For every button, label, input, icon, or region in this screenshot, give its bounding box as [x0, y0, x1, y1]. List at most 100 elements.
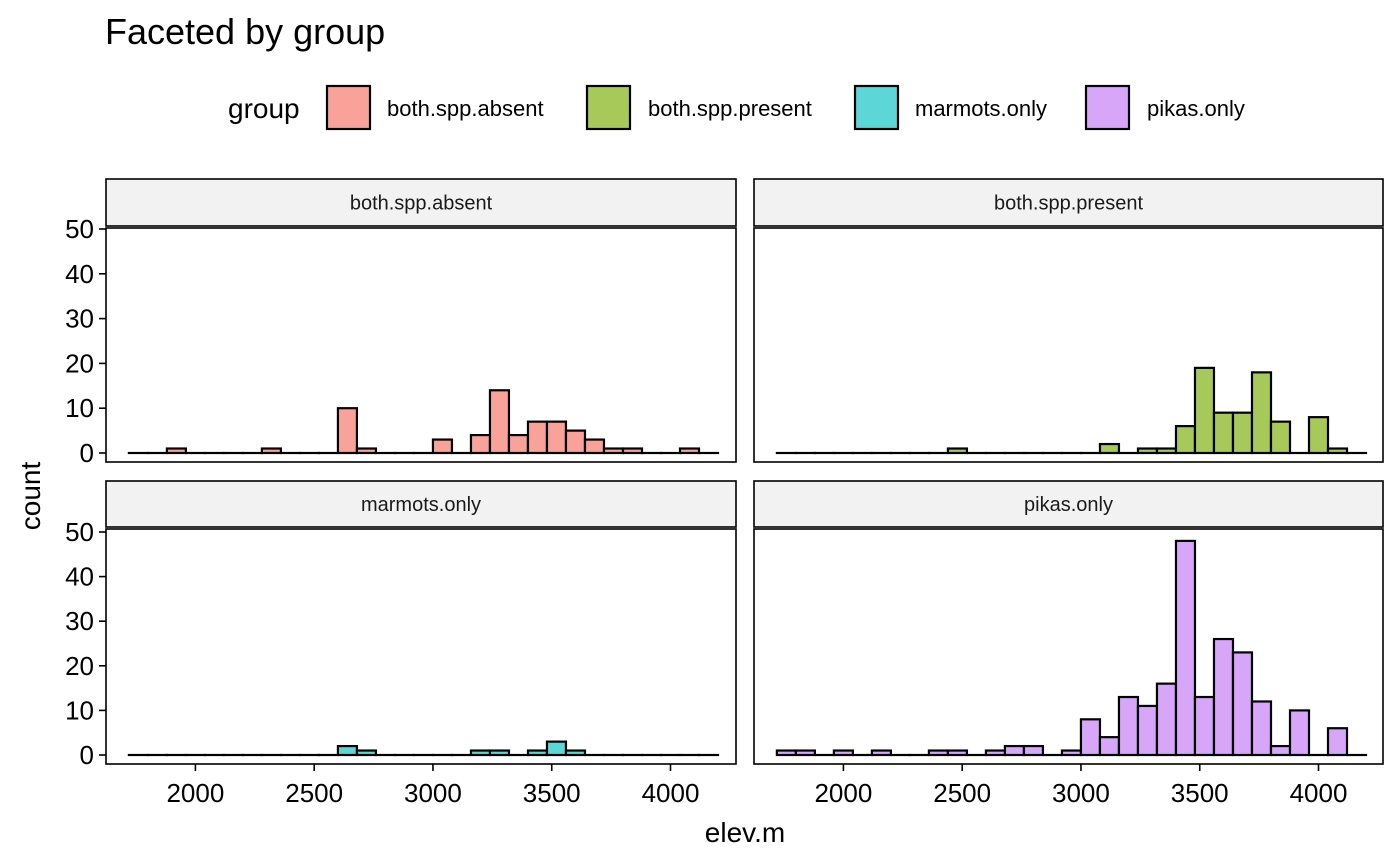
- y-tick-label: 30: [65, 606, 94, 636]
- panel-background: [106, 529, 736, 764]
- legend-label: both.spp.absent: [387, 96, 544, 121]
- histogram-bar: [1250, 700, 1273, 757]
- histogram-bar: [1250, 371, 1273, 455]
- legend-label: marmots.only: [915, 96, 1047, 121]
- histogram-bar: [1326, 447, 1349, 455]
- x-tick-label: 2500: [285, 778, 343, 808]
- histogram-bar: [545, 740, 568, 757]
- histogram-bar: [1269, 744, 1292, 757]
- histogram-bar: [1136, 447, 1159, 455]
- histogram-bar: [526, 749, 549, 757]
- histogram-bar: [260, 447, 283, 455]
- histogram-bar: [1288, 709, 1311, 757]
- histogram-bar: [545, 420, 568, 455]
- x-tick-label: 3000: [404, 778, 462, 808]
- histogram-bar: [1136, 704, 1159, 757]
- histogram-bar: [621, 447, 644, 455]
- y-tick-label: 10: [65, 393, 94, 423]
- histogram-bar: [1003, 744, 1026, 757]
- x-tick-label: 4000: [642, 778, 700, 808]
- x-axis-label: elev.m: [705, 817, 785, 848]
- legend-label: pikas.only: [1147, 96, 1245, 121]
- histogram-bar: [469, 433, 492, 455]
- facet-strip: [753, 178, 1384, 227]
- y-tick-label: 20: [65, 348, 94, 378]
- y-tick-label: 20: [65, 651, 94, 681]
- histogram-bar: [1022, 744, 1045, 757]
- histogram-bar: [564, 429, 587, 455]
- histogram-bar: [431, 438, 454, 455]
- panel-border: [105, 528, 737, 765]
- histogram-bar: [355, 749, 378, 757]
- histogram-bar: [1212, 637, 1235, 757]
- y-axis-label: count: [15, 462, 46, 531]
- histogram-bar: [1155, 447, 1178, 455]
- histogram-bar: [678, 447, 701, 455]
- y-tick-label: 10: [65, 695, 94, 725]
- legend-title: group: [228, 93, 300, 124]
- histogram-bar: [1174, 539, 1197, 757]
- histogram-bar: [1193, 366, 1216, 455]
- panel-border: [753, 528, 1384, 765]
- legend-items: both.spp.absent both.spp.present marmots.o…: [325, 84, 1245, 131]
- histogram-bar: [564, 749, 587, 757]
- y-tick-label: 30: [65, 304, 94, 334]
- histogram-bar: [927, 749, 950, 757]
- histogram-bar: [1193, 695, 1216, 757]
- x-tick-label: 2000: [166, 778, 224, 808]
- x-tick-label: 3500: [1171, 778, 1229, 808]
- histogram-bar: [775, 749, 797, 757]
- histogram-bar: [946, 749, 969, 757]
- histogram-bar: [794, 749, 816, 757]
- x-tick-label: 2500: [933, 778, 991, 808]
- facet-panels: both.spp.absent 0 10 20 30 40 50 both.spp.prese…: [65, 178, 1384, 808]
- facet-panel: pikas.only 2000 2500 3000 3500 4000: [753, 480, 1384, 808]
- histogram-bar: [1060, 749, 1083, 757]
- histogram-bar: [165, 447, 187, 455]
- legend-key: [853, 84, 900, 131]
- facet-strip-label: both.spp.present: [994, 193, 1143, 215]
- histogram-bar: [488, 389, 511, 455]
- facet-strip-label: marmots.only: [361, 494, 481, 516]
- histogram-bar: [1155, 682, 1178, 757]
- histogram-bar: [1079, 718, 1102, 757]
- histogram-bar: [984, 749, 1007, 757]
- histogram-bar: [1326, 727, 1349, 757]
- legend-key: [325, 84, 372, 131]
- histogram-bar: [469, 749, 492, 757]
- histogram-bar: [1231, 651, 1254, 757]
- y-tick-label: 0: [80, 740, 94, 770]
- x-tick-label: 2000: [814, 778, 872, 808]
- histogram-bar: [507, 433, 530, 455]
- histogram-bar: [1212, 411, 1235, 455]
- facet-strip: [105, 178, 737, 227]
- legend: group both.spp.absent both.spp.present mar…: [228, 84, 1245, 131]
- histogram-bar: [488, 749, 511, 757]
- histogram-bar: [583, 438, 606, 455]
- facet-strip-label: both.spp.absent: [350, 193, 493, 215]
- y-tick-label: 50: [65, 517, 94, 547]
- histogram-bar: [946, 447, 969, 455]
- facet-panel: both.spp.present: [753, 178, 1384, 463]
- histogram-bar: [336, 744, 359, 757]
- facet-strip: [105, 480, 737, 528]
- panel-border: [105, 227, 737, 463]
- y-tick-label: 0: [80, 438, 94, 468]
- x-tick-label: 3500: [523, 778, 581, 808]
- histogram-bar: [1098, 736, 1121, 757]
- facet-panel: both.spp.absent 0 10 20 30 40 50: [65, 178, 737, 468]
- panel-background: [754, 529, 1383, 764]
- legend-label: both.spp.present: [648, 96, 812, 121]
- x-tick-label: 4000: [1290, 778, 1348, 808]
- histogram-bar: [1269, 420, 1292, 455]
- facet-panel: marmots.only 0 10 20 30 40 50 2000 2500 3000 3500 4…: [65, 480, 737, 808]
- facet-strip: [753, 480, 1384, 528]
- histogram-bar: [336, 407, 359, 455]
- histogram-bar: [1174, 425, 1197, 455]
- facet-strip-label: pikas.only: [1024, 494, 1113, 516]
- histogram-bar: [355, 447, 378, 455]
- x-tick-label: 3000: [1052, 778, 1110, 808]
- histogram-bar: [1098, 442, 1121, 455]
- histogram-bar: [1307, 416, 1330, 455]
